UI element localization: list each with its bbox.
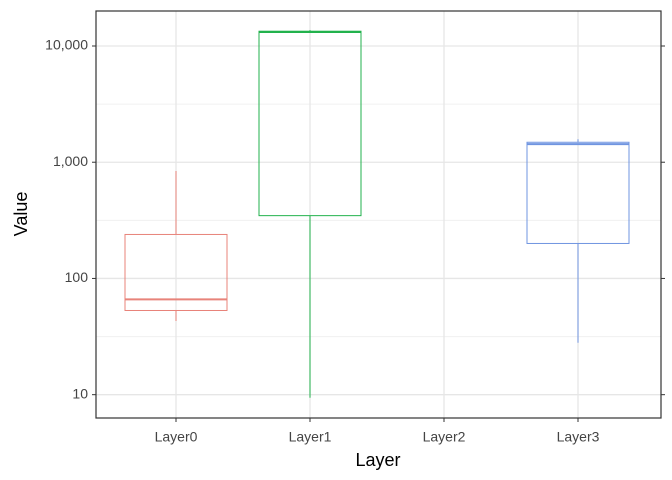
y-tick-label: 1,000 [53,153,88,169]
y-tick-label: 10,000 [45,37,88,53]
y-tick-label: 100 [65,269,89,285]
x-tick-label: Layer2 [423,429,466,445]
x-tick-label: Layer3 [557,429,600,445]
x-tick-label: Layer1 [289,429,332,445]
y-axis-title: Value [11,192,31,237]
x-axis-title: Layer [355,450,400,470]
box [526,141,630,244]
y-tick-label: 10 [72,385,88,401]
x-tick-label: Layer0 [155,429,198,445]
plot-frame [95,10,662,419]
box [124,233,228,311]
